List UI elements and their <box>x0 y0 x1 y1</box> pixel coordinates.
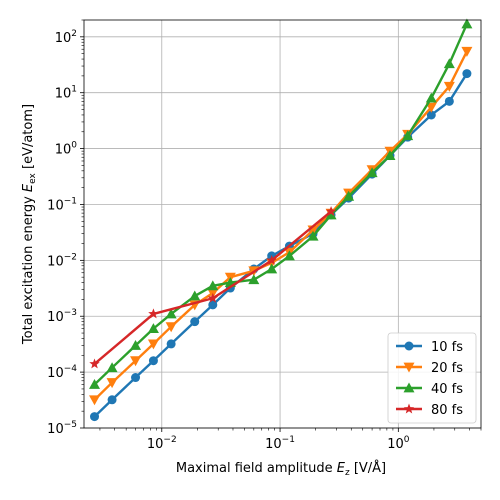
data-point <box>89 358 100 369</box>
legend-entry: 80 fs <box>396 403 463 418</box>
data-point <box>402 130 414 141</box>
x-tick-label: 100 <box>387 435 410 452</box>
data-point <box>461 46 473 57</box>
axes-layer <box>83 19 482 429</box>
legend-marker <box>403 382 415 393</box>
data-point <box>147 323 159 334</box>
data-point <box>89 395 101 406</box>
legend-box <box>387 332 477 424</box>
data-point <box>148 308 159 319</box>
data-point <box>343 190 355 201</box>
ticks-layer: 10−2 10−1 100 10−5 10−4 10−3 10−2 10−1 100 101 102 <box>47 19 482 452</box>
legend-marker <box>403 403 415 414</box>
legend-marker <box>404 341 414 351</box>
y-axis-label: Total excitation energy Eex [eV/atom] <box>21 104 38 345</box>
legend-label: 20 fs <box>431 361 463 376</box>
data-point <box>208 300 218 310</box>
data-point <box>366 167 378 178</box>
series-40-fs <box>89 18 473 389</box>
data-point <box>190 317 200 327</box>
data-point <box>106 362 118 373</box>
series-layer <box>89 18 473 422</box>
legend-label: 40 fs <box>431 382 463 397</box>
data-point <box>325 205 337 216</box>
grid-layer <box>84 20 481 429</box>
data-point <box>443 58 455 69</box>
y-tick-label: 101 <box>55 85 77 102</box>
data-point <box>106 378 118 389</box>
legend-entry: 10 fs <box>396 340 463 355</box>
legend-entry: 20 fs <box>396 361 463 376</box>
data-point <box>384 150 396 160</box>
data-point <box>90 412 100 422</box>
data-point <box>147 339 159 350</box>
y-tick-label: 10−1 <box>47 196 77 213</box>
legend-marker <box>403 362 415 373</box>
y-tick-label: 10−5 <box>47 420 77 437</box>
x-tick-label: 10−1 <box>265 435 295 452</box>
y-tick-label: 10−3 <box>47 308 77 325</box>
legend-label: 10 fs <box>431 340 463 355</box>
data-point <box>325 209 337 220</box>
data-point <box>165 322 177 333</box>
y-tick-label: 10−2 <box>47 252 77 269</box>
y-tick-label: 100 <box>55 141 78 158</box>
x-axis-label: Maximal field amplitude Ez [V/Å] <box>176 460 386 478</box>
x-tick-label: 10−2 <box>147 435 177 452</box>
data-point <box>283 250 295 261</box>
data-point <box>207 280 219 291</box>
data-point <box>425 92 437 103</box>
legend: 10 fs 20 fs 40 fs 80 fs <box>387 332 477 424</box>
series-80-fs <box>89 205 337 369</box>
data-point <box>207 292 219 303</box>
legend-entry: 40 fs <box>396 382 463 397</box>
data-point <box>266 254 277 265</box>
data-point <box>89 379 101 389</box>
legend-label: 80 fs <box>431 403 463 418</box>
data-point <box>444 96 454 106</box>
data-point <box>266 263 278 274</box>
data-point <box>462 69 472 79</box>
y-tick-label: 102 <box>55 29 77 46</box>
data-point <box>148 356 158 366</box>
data-point <box>443 81 455 92</box>
plot-frame <box>83 19 482 429</box>
data-point <box>166 339 176 349</box>
data-point <box>425 102 437 113</box>
data-point <box>189 290 201 301</box>
y-tick-label: 10−4 <box>47 364 77 381</box>
data-point <box>130 339 142 350</box>
data-point <box>426 110 436 120</box>
data-point <box>130 356 142 367</box>
data-point <box>131 373 141 383</box>
data-point <box>248 274 260 285</box>
data-point <box>107 395 117 405</box>
data-point <box>307 230 319 241</box>
data-point <box>461 18 473 29</box>
data-point <box>165 308 177 319</box>
